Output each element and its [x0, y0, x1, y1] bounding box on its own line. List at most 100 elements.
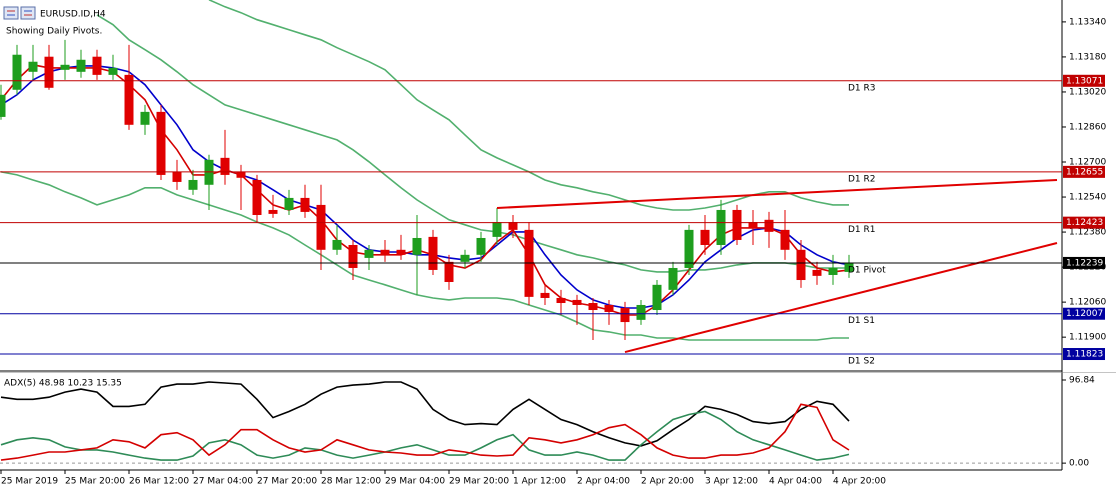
candle-body [588, 303, 598, 311]
candle-body [60, 64, 70, 70]
adx-line [0, 410, 850, 461]
x-tick-label: 29 Mar 04:00 [385, 477, 445, 487]
candle-body [108, 67, 118, 75]
price-box [1063, 348, 1105, 361]
price-box-label: 1.12007 [1066, 309, 1103, 319]
x-tick-label: 26 Mar 12:00 [129, 477, 189, 487]
candle-body [220, 157, 230, 175]
candle-body [476, 237, 486, 255]
candle-body [780, 229, 790, 250]
candle-body [444, 261, 454, 282]
y-tick-label: 1.12380 [1069, 228, 1106, 238]
y-tick-label: 1.12540 [1069, 193, 1106, 203]
x-tick-label: 29 Mar 20:00 [449, 477, 509, 487]
candle-body [716, 209, 726, 245]
price-box-label: 1.12655 [1066, 167, 1103, 177]
chart-subtitle: Showing Daily Pivots. [6, 27, 102, 37]
y-tick-label: 1.13180 [1069, 52, 1106, 62]
x-tick-label: 2 Apr 04:00 [577, 477, 630, 487]
pivot-label: D1 R1 [848, 225, 876, 235]
main-plot [0, 0, 1058, 354]
candle-body [684, 229, 694, 268]
candle-body [668, 267, 678, 290]
candle-body [572, 299, 582, 305]
candle-body [380, 249, 390, 255]
candle-body [748, 222, 758, 228]
x-tick-label: 4 Apr 04:00 [769, 477, 822, 487]
x-tick-label: 1 Apr 12:00 [513, 477, 566, 487]
candle-body [652, 284, 662, 311]
candle-body [284, 197, 294, 210]
indicator-line [0, 63, 850, 316]
price-box [1063, 165, 1105, 178]
candle-body [316, 204, 326, 250]
indicator-line [0, 65, 850, 309]
candle-body [28, 61, 38, 72]
pivot-label: D1 R3 [848, 83, 876, 93]
pivot-label: D1 S2 [848, 357, 875, 367]
adx-line [0, 403, 850, 461]
pivot-label: D1 Pivot [848, 265, 886, 275]
x-tick-label: 2 Apr 20:00 [641, 477, 694, 487]
candle-body [172, 171, 182, 182]
x-tick-label: 27 Mar 04:00 [193, 477, 253, 487]
candle-body [188, 179, 198, 190]
candle-body [332, 239, 342, 250]
candle-body [44, 56, 54, 88]
candle-body [844, 262, 854, 272]
indicator-line [96, 14, 849, 273]
price-box-label: 1.13071 [1066, 76, 1103, 86]
chart-title: EURUSD.ID,H4 [40, 10, 106, 20]
candle-body [636, 304, 646, 320]
y-tick-label: 0.00 [1069, 459, 1089, 469]
candle-body [92, 56, 102, 75]
candle-body [348, 244, 358, 268]
candle-body [140, 111, 150, 125]
candle-body [492, 222, 502, 237]
candle-body [124, 74, 134, 125]
adx-title: ADX(5) 48.98 10.23 15.35 [4, 379, 122, 389]
y-tick-label: 1.12860 [1069, 122, 1106, 132]
y-tick-label: 1.13340 [1069, 17, 1106, 27]
candle-body [764, 219, 774, 232]
adx-plot [0, 381, 1062, 464]
candle-body [460, 254, 470, 262]
y-tick-label: 1.12700 [1069, 158, 1106, 168]
y-tick-label: 1.11900 [1069, 333, 1106, 343]
x-tick-label: 27 Mar 20:00 [257, 477, 317, 487]
price-box-label: 1.12239 [1066, 258, 1103, 268]
candle-body [156, 111, 166, 175]
x-tick-label: 25 Mar 20:00 [65, 477, 125, 487]
candle-body [732, 209, 742, 240]
pivot-label: D1 R2 [848, 174, 876, 184]
candle-body [540, 292, 550, 298]
candle-body [700, 229, 710, 245]
price-box [1063, 256, 1105, 269]
candle-body [364, 249, 374, 258]
candle-body [12, 54, 22, 90]
price-box [1063, 307, 1105, 320]
candle-body [300, 197, 310, 212]
candle-body [396, 249, 406, 255]
pivot-label: D1 S1 [848, 316, 875, 326]
candle-body [252, 179, 262, 215]
x-tick-label: 3 Apr 12:00 [705, 477, 758, 487]
adx-line [0, 381, 850, 447]
candle-body [428, 236, 438, 270]
trend-line [624, 242, 1058, 354]
candle-body [620, 308, 630, 323]
candle-body [796, 249, 806, 281]
candle-body [0, 94, 6, 117]
x-tick-label: 25 Mar 2019 [1, 477, 58, 487]
price-box [1063, 216, 1105, 229]
indicator-line [0, 171, 849, 341]
candle-body [556, 297, 566, 304]
candle-body [268, 209, 278, 214]
price-box-label: 1.11823 [1066, 350, 1103, 360]
y-tick-label: 96.84 [1069, 376, 1095, 386]
y-tick-label: 1.12060 [1069, 298, 1106, 308]
candle-body [236, 171, 246, 178]
x-tick-label: 4 Apr 20:00 [833, 477, 886, 487]
